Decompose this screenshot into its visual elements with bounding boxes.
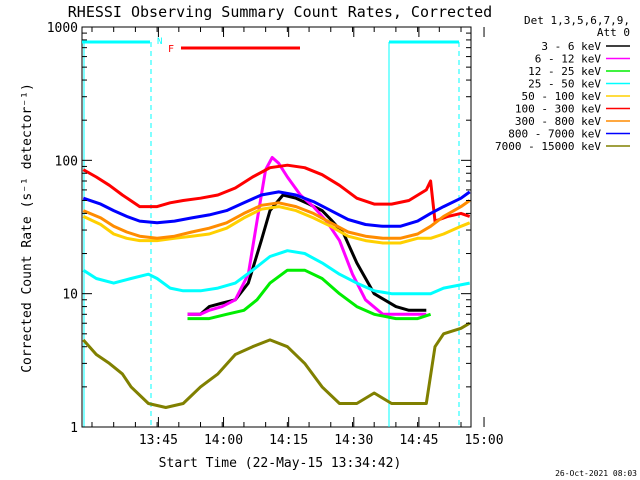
flare-flag-label: F [168, 44, 174, 55]
legend-header: Att 0 [597, 26, 630, 39]
legend-label: 7000 - 15000 keV [495, 140, 601, 153]
series-line-5 [82, 205, 471, 245]
series-line-6 [82, 163, 471, 223]
series-line-1 [187, 193, 427, 316]
y-tick-label: 1000 [47, 21, 78, 36]
chart-title: RHESSI Observing Summary Count Rates, Co… [68, 3, 492, 21]
axis-layer: 1 10 100 1000 13:45 14:00 14:15 14:30 14:45 15:00 [47, 21, 504, 448]
legend-label: 12 - 25 keV [528, 65, 601, 78]
series-line-3 [187, 268, 432, 321]
series-line-7 [82, 199, 471, 240]
series-line-2 [187, 156, 427, 316]
y-tick-label: 10 [62, 288, 78, 303]
flag-layer: NF [82, 37, 460, 427]
legend-label: 300 - 800 keV [515, 115, 601, 128]
x-tick-label: 14:45 [399, 433, 438, 448]
generated-timestamp: 26-Oct-2021 08:03 [555, 469, 637, 478]
y-tick-label: 1 [70, 421, 78, 436]
plot-area [81, 26, 472, 428]
series-line-4 [82, 249, 470, 296]
legend-label: 100 - 300 keV [515, 103, 601, 116]
legend-header: Det 1,3,5,6,7,9, [524, 14, 630, 27]
night-flag-label: N [157, 37, 162, 47]
x-tick-label: 14:00 [204, 433, 243, 448]
y-axis-label: Corrected Count Rate (s⁻¹ detector⁻¹) [20, 83, 35, 373]
x-tick-label: 13:45 [139, 433, 178, 448]
x-tick-label: 14:30 [334, 433, 373, 448]
legend-label: 3 - 6 keV [541, 40, 601, 53]
x-tick-label: 14:15 [269, 433, 308, 448]
series-line-8 [82, 190, 471, 228]
series-layer [82, 156, 471, 409]
x-axis-label: Start Time (22-May-15 13:34:42) [159, 456, 402, 471]
legend-label: 6 - 12 keV [535, 53, 602, 66]
x-tick-label: 15:00 [464, 433, 503, 448]
legend-label: 800 - 7000 keV [508, 128, 601, 141]
series-line-9 [82, 321, 471, 409]
legend-label: 50 - 100 keV [522, 90, 602, 103]
legend-label: 25 - 50 keV [528, 78, 601, 91]
plot-frame [81, 26, 472, 428]
y-tick-label: 100 [55, 154, 78, 169]
